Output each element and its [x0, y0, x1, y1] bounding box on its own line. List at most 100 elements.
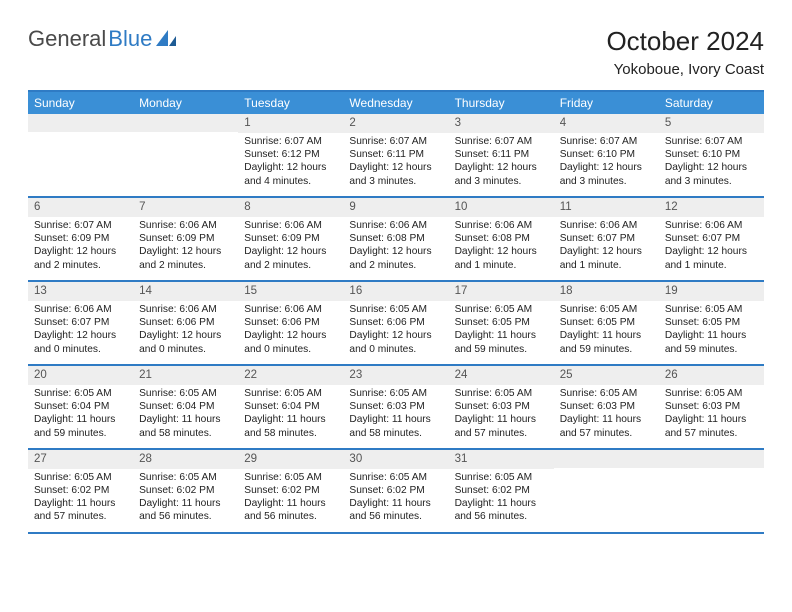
daylight-text-1: Daylight: 11 hours — [34, 413, 127, 426]
day-cell: 20Sunrise: 6:05 AMSunset: 6:04 PMDayligh… — [28, 366, 133, 448]
daylight-text-1: Daylight: 11 hours — [34, 497, 127, 510]
day-cell: 2Sunrise: 6:07 AMSunset: 6:11 PMDaylight… — [343, 114, 448, 196]
daylight-text-1: Daylight: 11 hours — [665, 413, 758, 426]
sunset-text: Sunset: 6:07 PM — [34, 316, 127, 329]
day-number: 8 — [238, 198, 343, 217]
daylight-text-2: and 59 minutes. — [455, 343, 548, 356]
daylight-text-2: and 2 minutes. — [349, 259, 442, 272]
day-number — [554, 450, 659, 468]
day-body: Sunrise: 6:05 AMSunset: 6:02 PMDaylight:… — [238, 469, 343, 532]
daylight-text-1: Daylight: 12 hours — [665, 245, 758, 258]
daylight-text-1: Daylight: 11 hours — [455, 329, 548, 342]
day-number: 4 — [554, 114, 659, 133]
day-number: 23 — [343, 366, 448, 385]
week-row: 20Sunrise: 6:05 AMSunset: 6:04 PMDayligh… — [28, 366, 764, 450]
day-number: 12 — [659, 198, 764, 217]
daylight-text-2: and 0 minutes. — [244, 343, 337, 356]
day-number: 13 — [28, 282, 133, 301]
day-cell — [554, 450, 659, 532]
day-number: 11 — [554, 198, 659, 217]
day-cell: 11Sunrise: 6:06 AMSunset: 6:07 PMDayligh… — [554, 198, 659, 280]
day-number: 14 — [133, 282, 238, 301]
daylight-text-2: and 0 minutes. — [349, 343, 442, 356]
daylight-text-2: and 4 minutes. — [244, 175, 337, 188]
sunrise-text: Sunrise: 6:05 AM — [560, 303, 653, 316]
sunrise-text: Sunrise: 6:07 AM — [665, 135, 758, 148]
sunset-text: Sunset: 6:09 PM — [34, 232, 127, 245]
day-number: 15 — [238, 282, 343, 301]
daylight-text-2: and 57 minutes. — [34, 510, 127, 523]
day-cell — [28, 114, 133, 196]
sunset-text: Sunset: 6:06 PM — [139, 316, 232, 329]
daylight-text-2: and 59 minutes. — [34, 427, 127, 440]
daylight-text-1: Daylight: 12 hours — [349, 329, 442, 342]
daylight-text-2: and 59 minutes. — [665, 343, 758, 356]
day-body: Sunrise: 6:05 AMSunset: 6:03 PMDaylight:… — [343, 385, 448, 448]
daylight-text-1: Daylight: 11 hours — [560, 329, 653, 342]
sunset-text: Sunset: 6:02 PM — [139, 484, 232, 497]
day-body: Sunrise: 6:07 AMSunset: 6:09 PMDaylight:… — [28, 217, 133, 280]
week-row: 1Sunrise: 6:07 AMSunset: 6:12 PMDaylight… — [28, 114, 764, 198]
daylight-text-1: Daylight: 12 hours — [455, 245, 548, 258]
day-cell: 5Sunrise: 6:07 AMSunset: 6:10 PMDaylight… — [659, 114, 764, 196]
daylight-text-1: Daylight: 12 hours — [244, 161, 337, 174]
day-cell: 19Sunrise: 6:05 AMSunset: 6:05 PMDayligh… — [659, 282, 764, 364]
sunset-text: Sunset: 6:07 PM — [560, 232, 653, 245]
weekday-header: Thursday — [449, 92, 554, 114]
sunrise-text: Sunrise: 6:06 AM — [139, 219, 232, 232]
sunrise-text: Sunrise: 6:05 AM — [455, 303, 548, 316]
day-body: Sunrise: 6:05 AMSunset: 6:05 PMDaylight:… — [449, 301, 554, 364]
sunset-text: Sunset: 6:04 PM — [34, 400, 127, 413]
day-cell: 7Sunrise: 6:06 AMSunset: 6:09 PMDaylight… — [133, 198, 238, 280]
sunset-text: Sunset: 6:05 PM — [455, 316, 548, 329]
sunrise-text: Sunrise: 6:06 AM — [244, 303, 337, 316]
daylight-text-2: and 58 minutes. — [349, 427, 442, 440]
sunrise-text: Sunrise: 6:06 AM — [455, 219, 548, 232]
day-cell: 30Sunrise: 6:05 AMSunset: 6:02 PMDayligh… — [343, 450, 448, 532]
calendar: SundayMondayTuesdayWednesdayThursdayFrid… — [28, 90, 764, 534]
daylight-text-1: Daylight: 12 hours — [34, 329, 127, 342]
daylight-text-2: and 2 minutes. — [139, 259, 232, 272]
day-body: Sunrise: 6:05 AMSunset: 6:06 PMDaylight:… — [343, 301, 448, 364]
day-body: Sunrise: 6:05 AMSunset: 6:04 PMDaylight:… — [133, 385, 238, 448]
daylight-text-1: Daylight: 11 hours — [349, 413, 442, 426]
sunrise-text: Sunrise: 6:06 AM — [34, 303, 127, 316]
sunrise-text: Sunrise: 6:07 AM — [455, 135, 548, 148]
sunset-text: Sunset: 6:05 PM — [560, 316, 653, 329]
day-body: Sunrise: 6:05 AMSunset: 6:02 PMDaylight:… — [133, 469, 238, 532]
sunrise-text: Sunrise: 6:06 AM — [244, 219, 337, 232]
week-row: 6Sunrise: 6:07 AMSunset: 6:09 PMDaylight… — [28, 198, 764, 282]
day-cell: 8Sunrise: 6:06 AMSunset: 6:09 PMDaylight… — [238, 198, 343, 280]
day-number: 26 — [659, 366, 764, 385]
sunset-text: Sunset: 6:11 PM — [349, 148, 442, 161]
day-cell: 9Sunrise: 6:06 AMSunset: 6:08 PMDaylight… — [343, 198, 448, 280]
daylight-text-2: and 56 minutes. — [139, 510, 232, 523]
day-number: 6 — [28, 198, 133, 217]
day-cell: 12Sunrise: 6:06 AMSunset: 6:07 PMDayligh… — [659, 198, 764, 280]
day-body: Sunrise: 6:06 AMSunset: 6:07 PMDaylight:… — [554, 217, 659, 280]
daylight-text-2: and 57 minutes. — [560, 427, 653, 440]
day-cell: 26Sunrise: 6:05 AMSunset: 6:03 PMDayligh… — [659, 366, 764, 448]
day-number: 24 — [449, 366, 554, 385]
day-body: Sunrise: 6:05 AMSunset: 6:04 PMDaylight:… — [238, 385, 343, 448]
sunset-text: Sunset: 6:03 PM — [455, 400, 548, 413]
day-body: Sunrise: 6:05 AMSunset: 6:02 PMDaylight:… — [449, 469, 554, 532]
daylight-text-2: and 56 minutes. — [349, 510, 442, 523]
location: Yokoboue, Ivory Coast — [606, 61, 764, 78]
day-body: Sunrise: 6:05 AMSunset: 6:03 PMDaylight:… — [554, 385, 659, 448]
week-row: 13Sunrise: 6:06 AMSunset: 6:07 PMDayligh… — [28, 282, 764, 366]
day-body: Sunrise: 6:05 AMSunset: 6:04 PMDaylight:… — [28, 385, 133, 448]
day-cell: 17Sunrise: 6:05 AMSunset: 6:05 PMDayligh… — [449, 282, 554, 364]
daylight-text-2: and 2 minutes. — [244, 259, 337, 272]
day-cell: 21Sunrise: 6:05 AMSunset: 6:04 PMDayligh… — [133, 366, 238, 448]
daylight-text-2: and 58 minutes. — [139, 427, 232, 440]
sunrise-text: Sunrise: 6:07 AM — [244, 135, 337, 148]
day-body: Sunrise: 6:06 AMSunset: 6:09 PMDaylight:… — [238, 217, 343, 280]
day-number: 28 — [133, 450, 238, 469]
day-body: Sunrise: 6:06 AMSunset: 6:08 PMDaylight:… — [449, 217, 554, 280]
day-cell: 13 Sunrise: 6:06 AMSunset: 6:07 PMDayligh… — [28, 282, 133, 364]
daylight-text-2: and 3 minutes. — [349, 175, 442, 188]
sunrise-text: Sunrise: 6:06 AM — [349, 219, 442, 232]
day-cell — [659, 450, 764, 532]
daylight-text-1: Daylight: 11 hours — [244, 413, 337, 426]
